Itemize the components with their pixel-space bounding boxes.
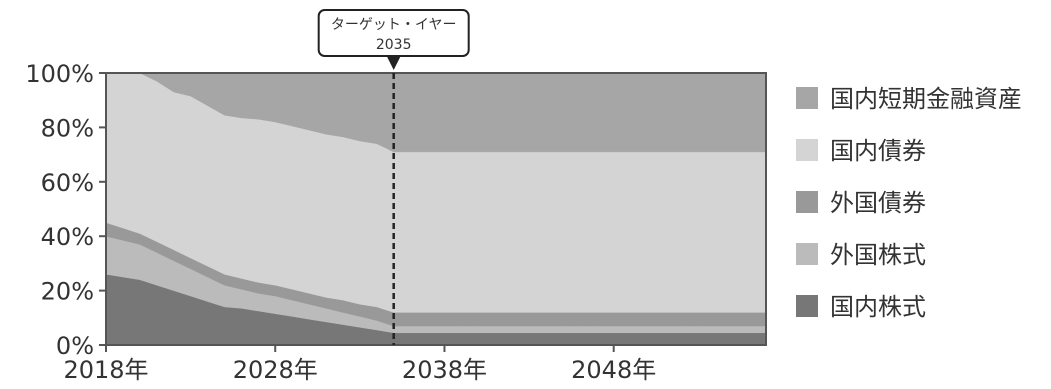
legend-swatch <box>796 295 818 317</box>
target-year-annotation: ターゲット・イヤー 2035 <box>317 9 470 345</box>
x-axis: 2018年 2028年 2038年 2048年 <box>63 345 656 384</box>
target-year-label: ターゲット・イヤー <box>331 17 457 33</box>
legend-swatch <box>796 87 818 109</box>
legend-label: 国内債券 <box>830 137 926 165</box>
target-year-value: 2035 <box>376 37 412 53</box>
y-tick-label: 60% <box>41 169 94 197</box>
legend-swatch <box>796 139 818 161</box>
x-tick-label: 2038年 <box>402 356 487 384</box>
legend-swatch <box>796 243 818 265</box>
y-tick-label: 40% <box>41 223 94 251</box>
legend-label: 外国債券 <box>830 189 926 217</box>
y-tick-label: 80% <box>41 114 94 142</box>
x-tick-label: 2028年 <box>233 356 318 384</box>
y-tick-label: 20% <box>41 278 94 306</box>
legend-swatch <box>796 191 818 213</box>
x-tick-label: 2048年 <box>571 356 656 384</box>
legend-label: 外国株式 <box>830 241 926 269</box>
y-tick-label: 0% <box>56 332 94 360</box>
x-tick-label: 2018年 <box>63 356 148 384</box>
y-tick-label: 100% <box>25 60 94 88</box>
legend-label: 国内株式 <box>830 293 926 321</box>
legend-label: 国内短期金融資産 <box>830 85 1022 113</box>
callout-pointer-icon <box>386 56 401 70</box>
y-axis: 0% 20% 40% 60% 80% 100% <box>25 60 106 360</box>
area-series-group <box>105 72 767 346</box>
plot-area-frame <box>105 72 767 346</box>
